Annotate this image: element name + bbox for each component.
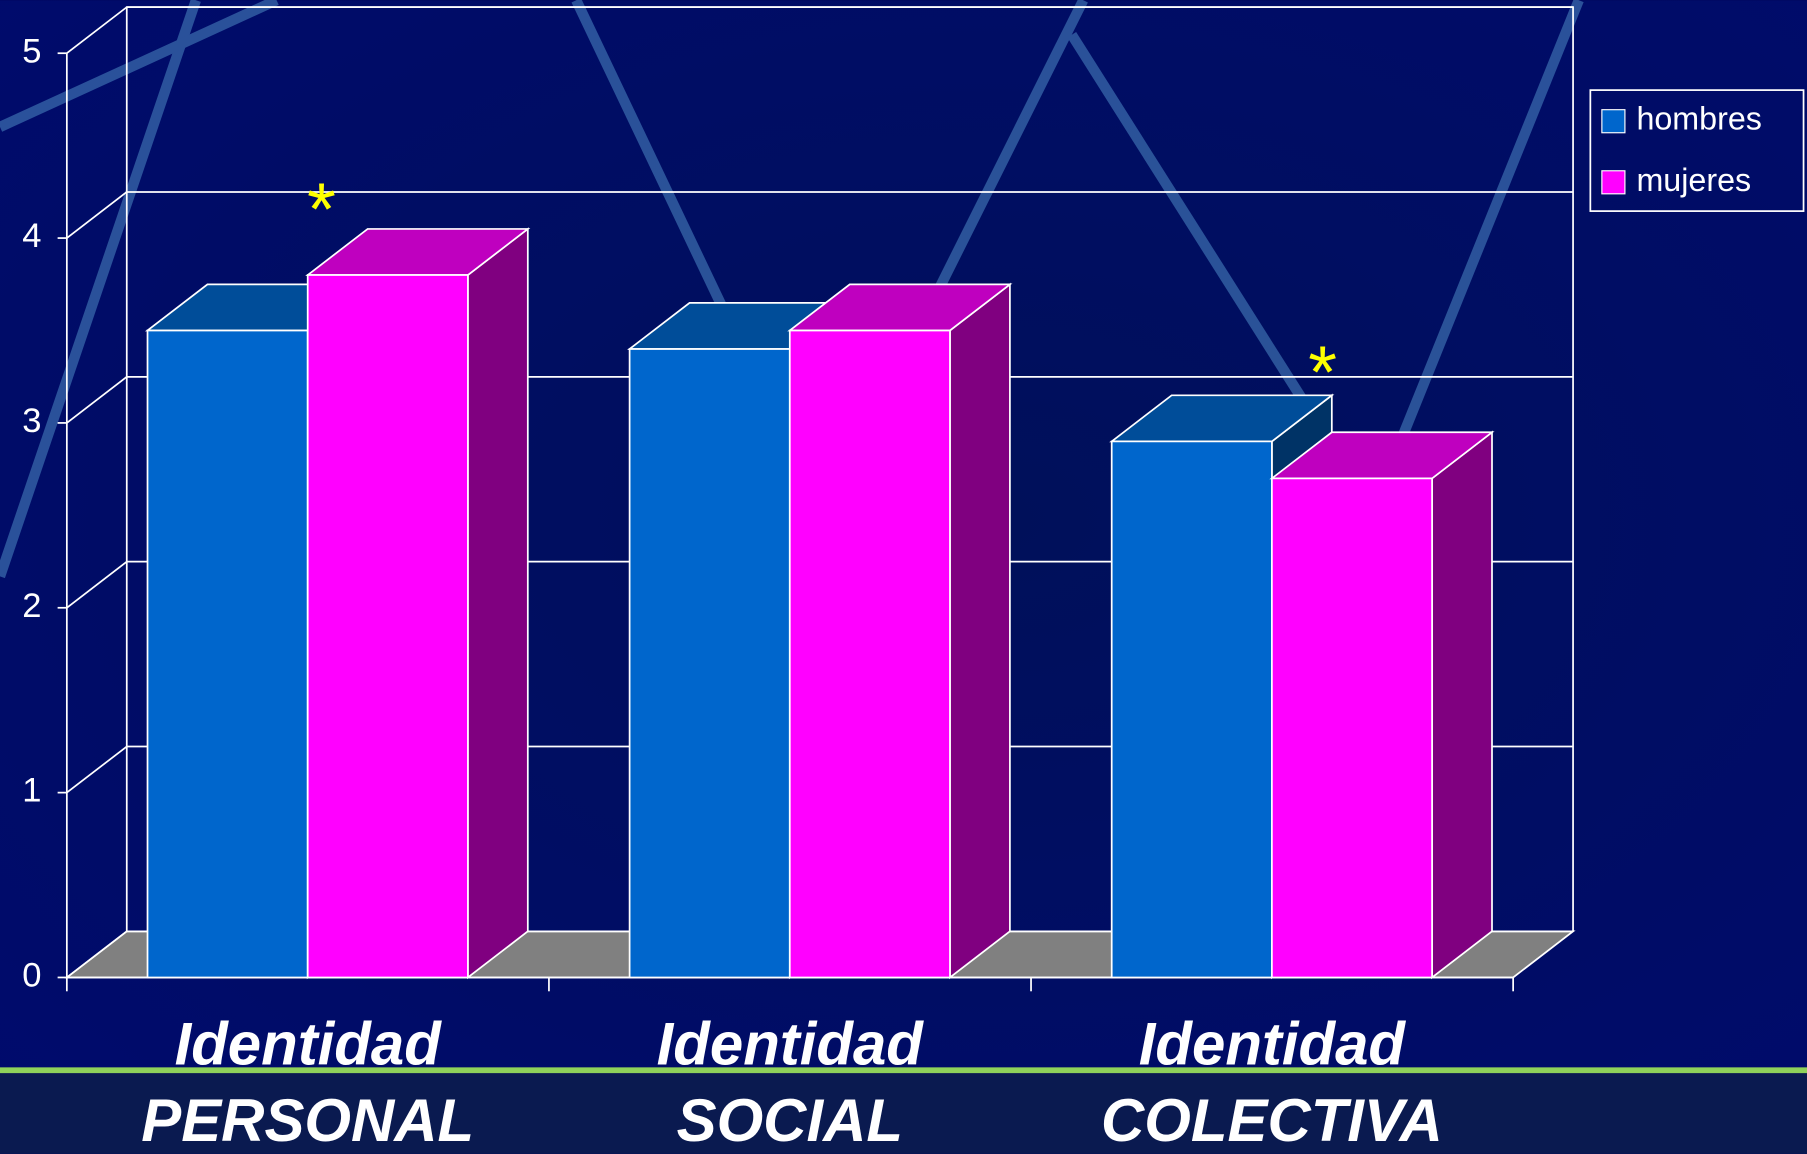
legend-swatch bbox=[1601, 109, 1626, 134]
bar bbox=[787, 282, 1013, 980]
bar-front bbox=[1271, 477, 1433, 979]
legend-label: hombres bbox=[1636, 101, 1761, 137]
bar-front bbox=[146, 329, 309, 979]
x-tick-label: PERSONAL bbox=[141, 1087, 474, 1154]
bar-front bbox=[628, 348, 791, 979]
y-tick-label: 3 bbox=[22, 402, 41, 440]
annotation: * bbox=[307, 168, 336, 251]
legend-label: mujeres bbox=[1636, 162, 1751, 198]
bar-front bbox=[306, 274, 469, 979]
y-tick-label: 1 bbox=[22, 772, 41, 810]
x-tick-label: SOCIAL bbox=[677, 1087, 903, 1154]
bar-side bbox=[467, 227, 529, 980]
grid-side bbox=[66, 930, 128, 979]
bar-side bbox=[949, 282, 1011, 980]
y-tick-label: 5 bbox=[22, 32, 41, 70]
bar-side bbox=[1431, 430, 1493, 980]
y-tick-label: 0 bbox=[22, 957, 41, 995]
annotation: * bbox=[1308, 331, 1337, 414]
grid-side bbox=[66, 376, 128, 424]
x-tick-label: Identidad bbox=[1139, 1011, 1407, 1078]
y-tick-label: 2 bbox=[22, 587, 41, 625]
bar bbox=[305, 227, 531, 980]
legend-box bbox=[1589, 89, 1805, 212]
grid-side bbox=[66, 191, 128, 239]
grid-side bbox=[66, 6, 128, 54]
footer-line bbox=[0, 1067, 1807, 1074]
x-tick-label: Identidad bbox=[657, 1011, 925, 1078]
x-tick-label: Identidad bbox=[175, 1011, 443, 1078]
footer-band bbox=[0, 1069, 1807, 1154]
legend-swatch bbox=[1601, 170, 1626, 195]
bar-front bbox=[788, 329, 951, 979]
grid-side bbox=[66, 560, 128, 609]
x-tick-label: COLECTIVA bbox=[1101, 1087, 1443, 1154]
bar bbox=[1269, 430, 1495, 980]
grid-side bbox=[66, 745, 128, 794]
bar-front bbox=[1110, 440, 1273, 979]
y-tick-label: 4 bbox=[22, 217, 41, 255]
